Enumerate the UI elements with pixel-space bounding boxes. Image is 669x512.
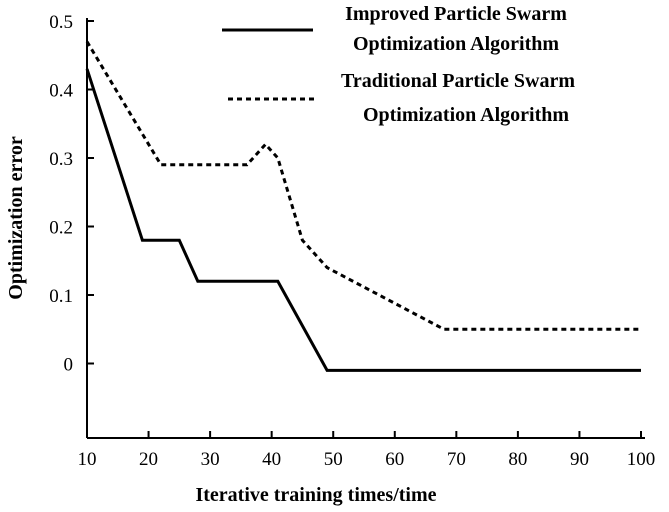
legend-label-traditional-line2: Optimization Algorithm xyxy=(363,104,569,126)
y-tick-label: 0.2 xyxy=(49,218,73,239)
y-tick-label: 0.5 xyxy=(49,12,73,33)
y-tick-label: 0.1 xyxy=(49,286,73,307)
x-tick-label: 100 xyxy=(627,449,656,470)
y-tick-label: 0 xyxy=(64,355,74,376)
x-tick-label: 20 xyxy=(139,449,158,470)
x-tick-label: 50 xyxy=(324,449,343,470)
traditional-pso-line xyxy=(85,40,641,331)
improved-pso-line xyxy=(85,68,641,372)
y-ticks: 0 0.1 0.2 0.3 0.4 0.5 xyxy=(49,12,94,376)
x-tick-label: 40 xyxy=(262,449,281,470)
legend-label-improved-line2: Optimization Algorithm xyxy=(353,33,559,55)
legend: Improved Particle Swarm Optimization Alg… xyxy=(222,3,575,126)
x-tick-label: 30 xyxy=(201,449,220,470)
y-tick-label: 0.4 xyxy=(49,81,73,102)
x-tick-label: 70 xyxy=(447,449,466,470)
x-tick-label: 80 xyxy=(508,449,527,470)
y-tick-label: 0.3 xyxy=(49,149,73,170)
x-axis-title: Iterative training times/time xyxy=(195,484,436,506)
legend-label-traditional-line1: Traditional Particle Swarm xyxy=(341,70,575,92)
legend-label-improved-line1: Improved Particle Swarm xyxy=(345,3,567,25)
y-axis-title: Optimization error xyxy=(5,136,27,300)
x-tick-label: 60 xyxy=(385,449,404,470)
series-lines xyxy=(85,40,641,372)
x-ticks: 10 20 30 40 50 60 70 80 90 100 xyxy=(78,431,656,470)
x-tick-label: 90 xyxy=(570,449,589,470)
x-tick-label: 10 xyxy=(78,449,97,470)
